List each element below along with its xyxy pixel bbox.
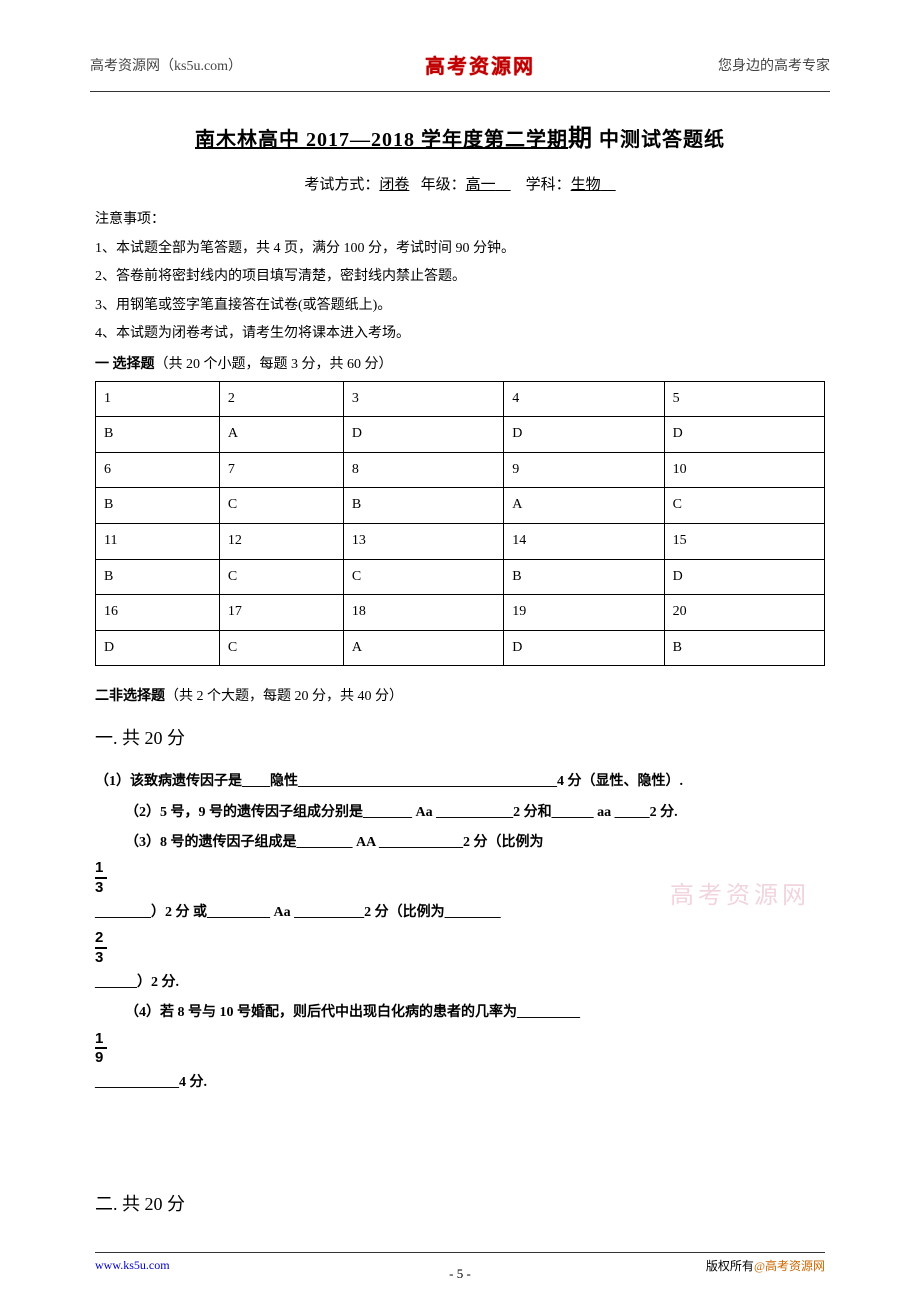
fraction-2-3: 2 3 — [95, 929, 825, 966]
table-cell: 5 — [664, 381, 824, 417]
grade-label: 年级： — [421, 177, 466, 193]
table-cell: D — [664, 559, 824, 595]
table-cell: 19 — [504, 595, 664, 631]
q3c-line: ______）2 分. — [95, 968, 825, 997]
notes-heading: 注意事项： — [95, 207, 825, 234]
table-cell: D — [343, 417, 503, 453]
table-cell: D — [96, 630, 220, 666]
table-cell: A — [504, 488, 664, 524]
exam-mode-value: 闭卷 — [379, 177, 409, 193]
table-cell: B — [96, 417, 220, 453]
doc-subtitle: 考试方式：闭卷 年级：高一 学科：生物 — [95, 171, 825, 200]
q2-line: （2）5 号，9 号的遗传因子组成分别是_______ Aa _________… — [95, 798, 825, 827]
grade-value: 高一 — [466, 177, 511, 193]
q3b-line: ________）2 分 或_________ Aa __________2 分… — [95, 898, 825, 927]
footer-left: www.ks5u.com — [95, 1258, 170, 1273]
table-cell: B — [504, 559, 664, 595]
table-cell: A — [219, 417, 343, 453]
table-cell: B — [96, 488, 220, 524]
table-row: BADDD — [96, 417, 825, 453]
table-cell: C — [664, 488, 824, 524]
footer-divider — [95, 1252, 825, 1253]
title-suffix: 中测试答题纸 — [593, 129, 725, 151]
table-cell: C — [219, 488, 343, 524]
note-3: 3、用钢笔或签字笔直接答在试卷(或答题纸上)。 — [95, 293, 825, 320]
table-row: BCBAC — [96, 488, 825, 524]
question-block-1: （1）该致病遗传因子是____隐性_______________________… — [95, 767, 825, 1097]
q1-line: （1）该致病遗传因子是____隐性_______________________… — [95, 767, 825, 796]
table-cell: 15 — [664, 524, 824, 560]
q3-line: （3）8 号的遗传因子组成是________ AA ____________2 … — [95, 828, 825, 857]
footer-page-number: - 5 - — [449, 1266, 471, 1282]
fraction-1-9: 1 9 — [95, 1030, 825, 1067]
subject-label: 学科： — [526, 177, 571, 193]
section1-heading-bold: 一 选择题 — [95, 357, 155, 372]
title-big: 期 — [568, 126, 593, 152]
doc-title: 南木林高中 2017—2018 学年度第二学期期 中测试答题纸 — [95, 117, 825, 163]
section2-sub1: 一. 共 20 分 — [95, 721, 825, 755]
header-right: 您身边的高考专家 — [718, 55, 830, 75]
content-area: 南木林高中 2017—2018 学年度第二学期期 中测试答题纸 考试方式：闭卷 … — [0, 92, 920, 1242]
table-row: 12345 — [96, 381, 825, 417]
table-cell: 14 — [504, 524, 664, 560]
section2-heading-bold: 二非选择题 — [95, 689, 165, 704]
table-row: 1112131415 — [96, 524, 825, 560]
notes-block: 注意事项： 1、本试题全部为笔答题，共 4 页，满分 100 分，考试时间 90… — [95, 207, 825, 348]
table-cell: 13 — [343, 524, 503, 560]
table-row: BCCBD — [96, 559, 825, 595]
table-cell: D — [504, 417, 664, 453]
table-cell: C — [343, 559, 503, 595]
note-2: 2、答卷前将密封线内的项目填写清楚，密封线内禁止答题。 — [95, 264, 825, 291]
table-cell: C — [219, 559, 343, 595]
table-cell: 7 — [219, 452, 343, 488]
subject-value: 生物 — [571, 177, 616, 193]
q4-line: （4）若 8 号与 10 号婚配，则后代中出现白化病的患者的几率为_______… — [95, 998, 825, 1027]
header-left: 高考资源网（ks5u.com） — [90, 55, 242, 75]
table-cell: 10 — [664, 452, 824, 488]
table-row: DCADB — [96, 630, 825, 666]
fraction-1-3: 1 3 — [95, 859, 825, 896]
page-footer: www.ks5u.com 版权所有@高考资源网 - 5 - — [0, 1252, 920, 1274]
table-cell: B — [664, 630, 824, 666]
table-row: 1617181920 — [96, 595, 825, 631]
table-cell: 20 — [664, 595, 824, 631]
footer-right: 版权所有@高考资源网 — [706, 1257, 825, 1274]
table-row: 678910 — [96, 452, 825, 488]
table-cell: C — [219, 630, 343, 666]
table-cell: 9 — [504, 452, 664, 488]
table-cell: 1 — [96, 381, 220, 417]
note-4: 4、本试题为闭卷考试，请考生勿将课本进入考场。 — [95, 321, 825, 348]
q4-suffix: ____________4 分. — [95, 1068, 825, 1097]
note-1: 1、本试题全部为笔答题，共 4 页，满分 100 分，考试时间 90 分钟。 — [95, 236, 825, 263]
table-cell: B — [96, 559, 220, 595]
table-cell: D — [664, 417, 824, 453]
table-cell: D — [504, 630, 664, 666]
section2-heading-rest: （共 2 个大题，每题 20 分，共 40 分） — [165, 689, 403, 704]
table-cell: 11 — [96, 524, 220, 560]
table-cell: 8 — [343, 452, 503, 488]
table-cell: 2 — [219, 381, 343, 417]
table-cell: 16 — [96, 595, 220, 631]
table-cell: 4 — [504, 381, 664, 417]
title-prefix: 南木林高中 2017—2018 — [195, 129, 415, 151]
table-cell: 17 — [219, 595, 343, 631]
table-cell: 3 — [343, 381, 503, 417]
page-header: 高考资源网（ks5u.com） 高考资源网 您身边的高考专家 — [0, 0, 920, 89]
table-cell: 12 — [219, 524, 343, 560]
answer-table: 12345BADDD678910BCBAC1112131415BCCBD1617… — [95, 381, 825, 667]
table-cell: B — [343, 488, 503, 524]
header-center-logo: 高考资源网 — [425, 50, 535, 79]
table-cell: 18 — [343, 595, 503, 631]
exam-mode-label: 考试方式： — [304, 177, 379, 193]
table-cell: 6 — [96, 452, 220, 488]
table-cell: A — [343, 630, 503, 666]
section2-heading: 二非选择题（共 2 个大题，每题 20 分，共 40 分） — [95, 684, 825, 711]
section1-heading: 一 选择题（共 20 个小题，每题 3 分，共 60 分） — [95, 352, 825, 379]
title-middle: 学年度第二学期 — [415, 129, 568, 151]
section1-heading-rest: （共 20 个小题，每题 3 分，共 60 分） — [155, 357, 393, 372]
section2-sub2: 二. 共 20 分 — [95, 1187, 825, 1221]
